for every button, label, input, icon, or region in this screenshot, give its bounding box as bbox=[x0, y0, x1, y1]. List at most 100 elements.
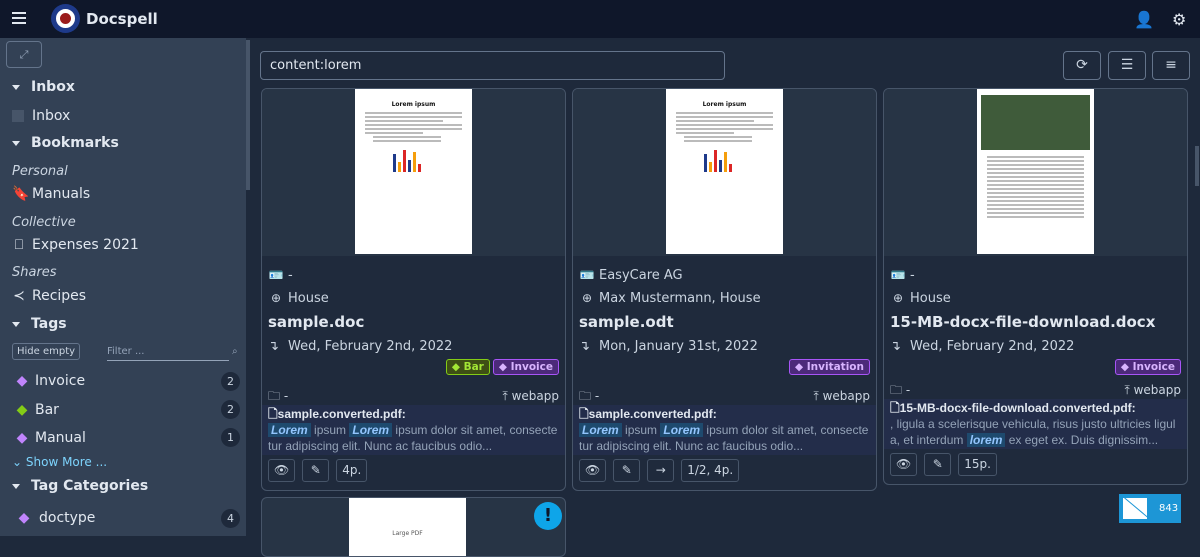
tag-badge[interactable]: ◆ Invitation bbox=[789, 359, 870, 375]
item-date: Mon, January 31st, 2022 bbox=[599, 339, 758, 354]
tag-badge[interactable]: ◆ Bar bbox=[445, 359, 490, 375]
source: ⤒ webapp bbox=[813, 387, 870, 405]
checkbox-icon[interactable] bbox=[12, 110, 24, 122]
preview-button[interactable]: 👁 bbox=[268, 459, 296, 482]
highlight: Lorem bbox=[349, 423, 393, 437]
tag-badge[interactable]: ◆ Invoice bbox=[1114, 359, 1181, 375]
folder: 🗀 - bbox=[579, 387, 599, 405]
pages-button[interactable]: 15p. bbox=[958, 453, 997, 476]
bars-icon: ≡ bbox=[1165, 57, 1177, 73]
notification-badge[interactable]: 843 bbox=[1119, 494, 1181, 523]
folder-label: - bbox=[905, 383, 911, 397]
user-icon[interactable]: 👤 bbox=[1134, 10, 1154, 29]
tag-item-manual[interactable]: ◆ Manual bbox=[15, 430, 86, 446]
upload-icon: ⤒ bbox=[813, 389, 819, 403]
item-card[interactable]: 🪪 - ⊕ House 15-MB-docx-file-download.docx … bbox=[883, 88, 1188, 485]
inbox-item-label: Inbox bbox=[32, 108, 71, 124]
tag-icon: ◆ bbox=[16, 402, 28, 418]
tag-badge-label: Bar bbox=[463, 361, 484, 373]
bookmark-outline-icon: ⎕ bbox=[14, 237, 24, 253]
file-icon: 🗋 bbox=[579, 407, 589, 421]
settings-cogs-icon[interactable]: ⚙ bbox=[1172, 10, 1187, 29]
top-bar: Docspell 👤 ⚙ bbox=[0, 0, 1200, 38]
edit-button[interactable]: ✎ bbox=[613, 459, 641, 482]
show-more-link[interactable]: ⌄ Show More ... bbox=[12, 455, 108, 469]
tag-item-bar[interactable]: ◆ Bar bbox=[15, 402, 59, 418]
snippet-text: ex eget ex. Duis dignissim... bbox=[1005, 433, 1159, 447]
preview-button[interactable]: 👁 bbox=[890, 453, 918, 476]
docspell-logo[interactable] bbox=[51, 4, 80, 33]
category-item-doctype[interactable]: ◆ doctype bbox=[15, 510, 96, 526]
item-card[interactable]: Large PDF ! bbox=[261, 497, 566, 557]
bookmarks-header-label: Bookmarks bbox=[31, 135, 119, 151]
item-title: sample.doc bbox=[268, 313, 365, 331]
envelope-icon bbox=[1123, 498, 1147, 519]
bookmark-label: Manuals bbox=[32, 186, 91, 202]
tag-badge-label: Invoice bbox=[510, 361, 553, 373]
inbox-checkbox-item[interactable]: Inbox bbox=[12, 108, 70, 124]
next-page-button[interactable]: → bbox=[647, 459, 675, 482]
crosshairs-icon: ⊕ bbox=[270, 291, 282, 305]
snippet-text: ipsum dolor sit amet, consectetur adipis… bbox=[268, 423, 558, 453]
preview-button[interactable]: 👁 bbox=[579, 459, 607, 482]
hide-empty-button[interactable]: Hide empty bbox=[12, 343, 81, 360]
document-thumbnail[interactable]: Lorem ipsum bbox=[666, 89, 783, 254]
document-thumbnail[interactable] bbox=[977, 89, 1094, 254]
search-snippet: 🗋15-MB-docx-file-download.converted.pdf:… bbox=[884, 399, 1187, 449]
snippet-text: ipsum bbox=[310, 423, 350, 437]
item-card[interactable]: Lorem ipsum 🪪 EasyCare AG ⊕ Max Mustermann… bbox=[572, 88, 877, 491]
item-title: 15-MB-docx-file-download.docx bbox=[890, 313, 1156, 331]
tag-icon: ◆ bbox=[16, 373, 28, 389]
edit-icon: ✎ bbox=[932, 457, 943, 471]
sidebar-scrollbar[interactable] bbox=[246, 38, 250, 536]
list-check-icon: ☰ bbox=[1120, 57, 1134, 73]
folder: 🗀 - bbox=[890, 381, 910, 399]
tag-label: Bar bbox=[35, 402, 59, 418]
tag-filter-input[interactable] bbox=[107, 343, 229, 361]
expand-button[interactable]: ⤢ bbox=[6, 41, 42, 68]
source: ⤒ webapp bbox=[1124, 381, 1181, 399]
upload-icon: ⤒ bbox=[502, 389, 508, 403]
share-icon: ≺ bbox=[13, 288, 25, 304]
document-thumbnail[interactable]: Lorem ipsum bbox=[355, 89, 472, 254]
menu-icon[interactable] bbox=[12, 12, 26, 24]
folder-label: - bbox=[283, 389, 289, 403]
tag-item-invoice[interactable]: ◆ Invoice bbox=[15, 373, 85, 389]
correspondent: - bbox=[288, 268, 293, 283]
folder-icon: 🗀 bbox=[579, 389, 592, 403]
address-card-icon: 🪪 bbox=[268, 268, 284, 282]
pages-button[interactable]: 4p. bbox=[336, 459, 368, 482]
concerning: Max Mustermann, House bbox=[599, 291, 761, 306]
search-input[interactable] bbox=[260, 51, 725, 80]
file-icon: 🗋 bbox=[890, 401, 900, 415]
bookmark-expenses[interactable]: ⎕ Expenses 2021 bbox=[12, 237, 139, 253]
edit-button[interactable]: ✎ bbox=[302, 459, 330, 482]
edit-icon: ✎ bbox=[310, 463, 321, 477]
bookmark-label: Expenses 2021 bbox=[32, 237, 139, 253]
tag-badge[interactable]: ◆ Invoice bbox=[492, 359, 559, 375]
snippet-file: sample.converted.pdf: bbox=[277, 407, 406, 421]
refresh-icon: ⟳ bbox=[1076, 57, 1088, 73]
collective-label: Collective bbox=[12, 215, 76, 230]
item-card-grid: Lorem ipsum 🪪 - ⊕ House sample.doc ↴ Wed, F… bbox=[261, 88, 1189, 557]
edit-button[interactable]: ✎ bbox=[924, 453, 952, 476]
document-thumbnail[interactable]: Large PDF bbox=[349, 498, 466, 556]
pages-button[interactable]: 1/2, 4p. bbox=[681, 459, 740, 482]
select-mode-button[interactable]: ☰ bbox=[1108, 51, 1146, 80]
correspondent: - bbox=[910, 268, 915, 283]
bookmarks-header[interactable]: Bookmarks bbox=[12, 135, 119, 151]
item-title: sample.odt bbox=[579, 313, 674, 331]
item-card[interactable]: Lorem ipsum 🪪 - ⊕ House sample.doc ↴ Wed, F… bbox=[261, 88, 566, 491]
main-scrollbar[interactable] bbox=[1195, 38, 1200, 536]
inbox-header[interactable]: Inbox bbox=[12, 79, 75, 95]
tags-header[interactable]: Tags bbox=[12, 316, 67, 332]
menu-button[interactable]: ≡ bbox=[1152, 51, 1190, 80]
refresh-button[interactable]: ⟳ bbox=[1063, 51, 1101, 80]
search-icon: ⌕ bbox=[232, 346, 238, 357]
bookmark-manuals[interactable]: 🔖 Manuals bbox=[12, 186, 90, 202]
source-label: webapp bbox=[1133, 383, 1181, 397]
tag-categories-header[interactable]: Tag Categories bbox=[12, 478, 148, 494]
source-label: webapp bbox=[822, 389, 870, 403]
crosshairs-icon: ⊕ bbox=[892, 291, 904, 305]
share-recipes[interactable]: ≺ Recipes bbox=[12, 288, 86, 304]
